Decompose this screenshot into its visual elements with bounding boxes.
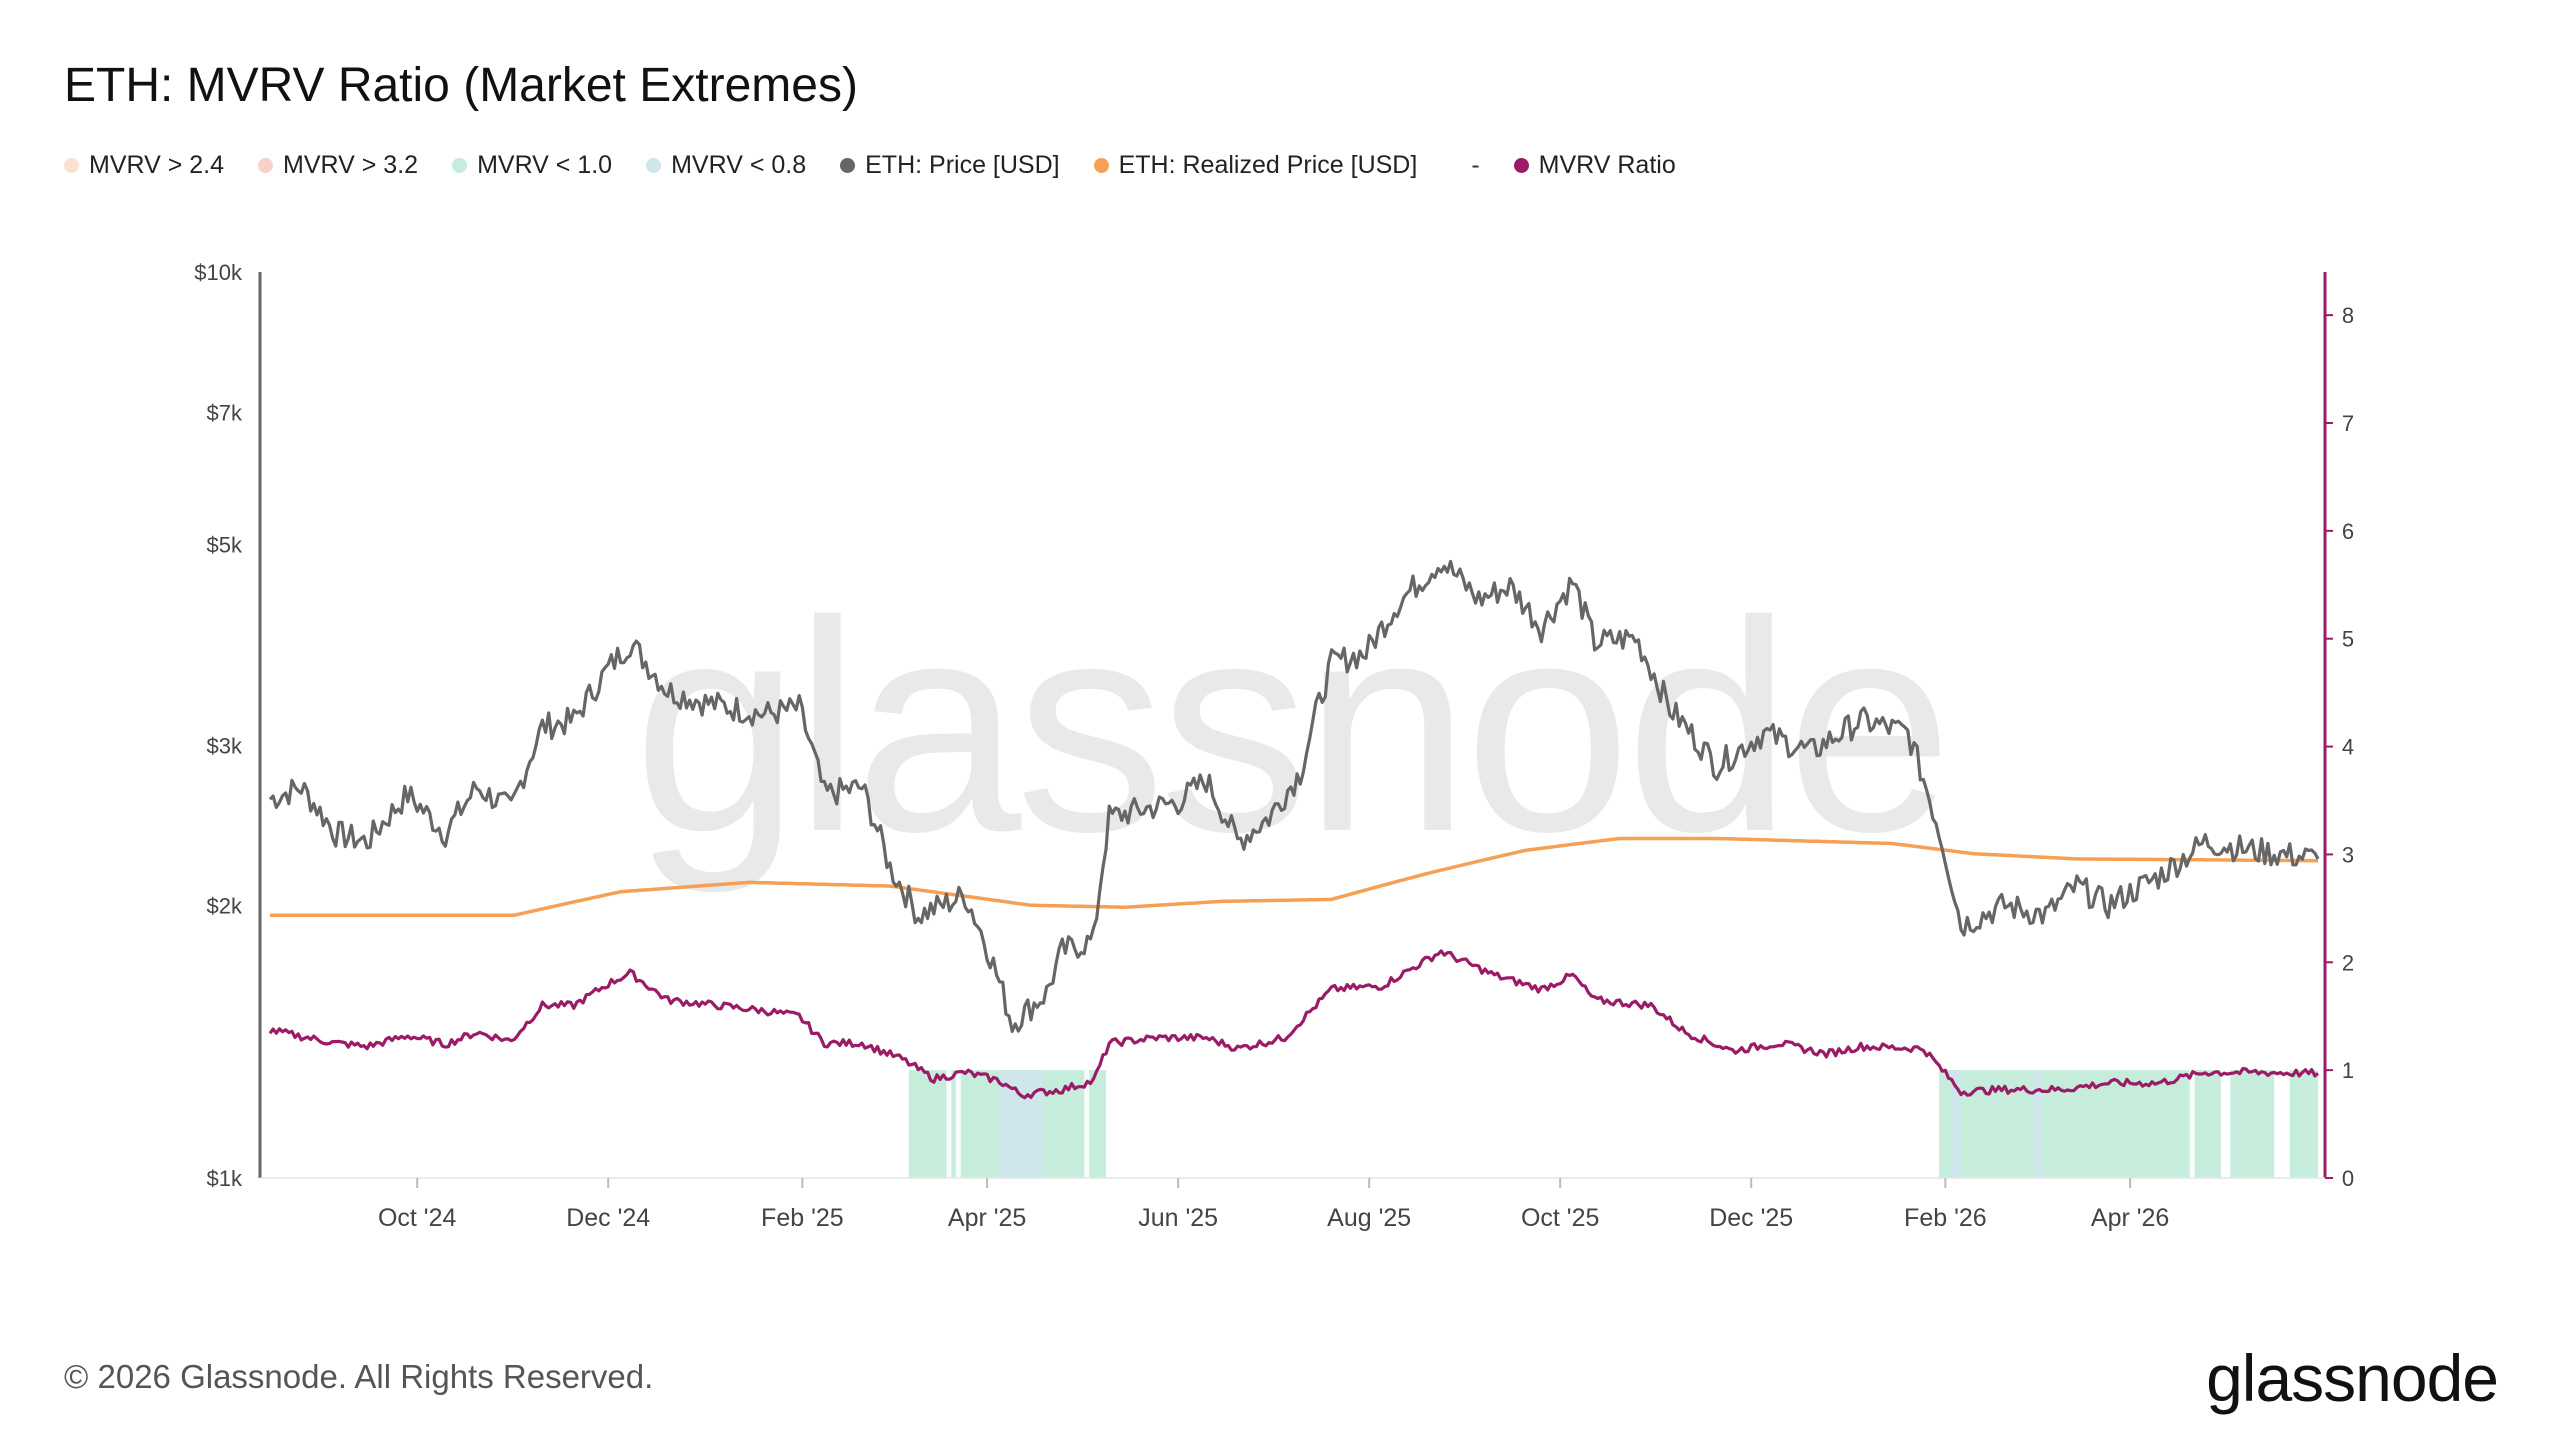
glassnode-logo: glassnode (2206, 1341, 2499, 1415)
legend-label: ETH: Price [USD] (865, 150, 1060, 179)
axes-layer: $1k $2k $3k $5k $7k $10k 0 1 2 3 4 5 6 7 8 Oct '24 Dec '… (194, 260, 2354, 1232)
y-left-tick-label: $1k (207, 1166, 243, 1191)
legend-dot-icon (1093, 157, 1109, 173)
legend-label: ETH: Realized Price [USD] (1118, 150, 1418, 179)
legend-dot-icon (258, 157, 274, 173)
mvrv-band (1951, 1070, 1962, 1178)
legend-label: MVRV > 2.4 (89, 150, 225, 179)
realized-price-line (270, 836, 2318, 917)
y-left-tick-label: $3k (207, 734, 243, 759)
y-right-tick-label: 4 (2342, 735, 2354, 760)
y-right-tick-label: 8 (2342, 303, 2354, 328)
x-tick-label: Feb '26 (1904, 1204, 1987, 1232)
mvrv-band (999, 1070, 1044, 1178)
eth-price-line (268, 559, 2320, 1033)
legend-dot-icon (1513, 157, 1529, 173)
mvrv-band-gap (1084, 1070, 1090, 1178)
legend-label: MVRV < 0.8 (671, 150, 807, 179)
y-left-tick-label: $10k (194, 260, 243, 285)
x-tick-label: Apr '26 (2091, 1204, 2169, 1232)
legend: MVRV > 2.4 MVRV > 3.2 MVRV < 1.0 MVRV < … (64, 150, 1710, 180)
y-right-tick-label: 3 (2342, 842, 2354, 867)
y-right-tick-label: 2 (2342, 950, 2354, 975)
x-tick-label: Oct '24 (378, 1204, 457, 1232)
copyright-footer: © 2026 Glassnode. All Rights Reserved. (64, 1358, 654, 1395)
legend-item-mvrv-below-1-0[interactable]: MVRV < 1.0 (452, 151, 612, 180)
x-tick-label: Jun '25 (1138, 1204, 1218, 1232)
y-right-tick-label: 0 (2342, 1166, 2354, 1191)
legend-dot-icon (452, 157, 468, 173)
legend-separator: - (1471, 150, 1480, 179)
legend-item-eth-price[interactable]: ETH: Price [USD] (840, 150, 1060, 180)
y-left-tick-label: $2k (207, 893, 243, 918)
mvrv-band (2033, 1070, 2043, 1178)
y-right-tick-label: 6 (2342, 519, 2354, 544)
legend-label: MVRV < 1.0 (477, 150, 613, 179)
x-tick-label: Aug '25 (1327, 1204, 1411, 1232)
y-left-tick-label: $7k (207, 400, 243, 425)
y-left-tick-label: $5k (207, 533, 243, 558)
legend-label: MVRV Ratio (1538, 150, 1676, 179)
x-tick-label: Dec '24 (566, 1204, 650, 1232)
mvrv-band (2230, 1070, 2275, 1178)
legend-item-mvrv-below-0-8[interactable]: MVRV < 0.8 (646, 151, 806, 180)
y-right-tick-label: 1 (2342, 1058, 2354, 1083)
y-right-tick-label: 7 (2342, 411, 2354, 436)
legend-item-mvrv-above-3-2[interactable]: MVRV > 3.2 (258, 151, 418, 180)
lines-layer (268, 559, 2320, 1100)
legend-label: MVRV > 3.2 (283, 150, 419, 179)
bands-layer (908, 1070, 2318, 1178)
x-tick-label: Dec '25 (1709, 1204, 1793, 1232)
watermark: glassnode (633, 558, 1947, 896)
mvrv-band-gap (946, 1070, 952, 1178)
mvrv-band-gap (955, 1070, 961, 1178)
mvrv-ratio-line (268, 949, 2320, 1100)
mvrv-band-gap (2283, 1070, 2289, 1178)
legend-dot-icon (840, 157, 856, 173)
mvrv-band-gap (2189, 1070, 2195, 1178)
x-tick-label: Feb '25 (761, 1204, 844, 1232)
x-tick-label: Apr '25 (948, 1204, 1026, 1232)
legend-item-mvrv-ratio[interactable]: MVRV Ratio (1513, 150, 1676, 180)
mvrv-band (2289, 1070, 2318, 1178)
chart-title: ETH: MVRV Ratio (Market Extremes) (64, 59, 858, 112)
y-right-tick-label: 5 (2342, 627, 2354, 652)
legend-dot-icon (64, 157, 79, 173)
x-tick-label: Oct '25 (1521, 1204, 1599, 1232)
legend-item-realized-price[interactable]: ETH: Realized Price [USD] (1093, 150, 1418, 180)
legend-dot-icon (646, 157, 662, 173)
mvrv-band (1939, 1070, 2221, 1178)
legend-item-mvrv-above-2-4[interactable]: MVRV > 2.4 (64, 151, 224, 180)
